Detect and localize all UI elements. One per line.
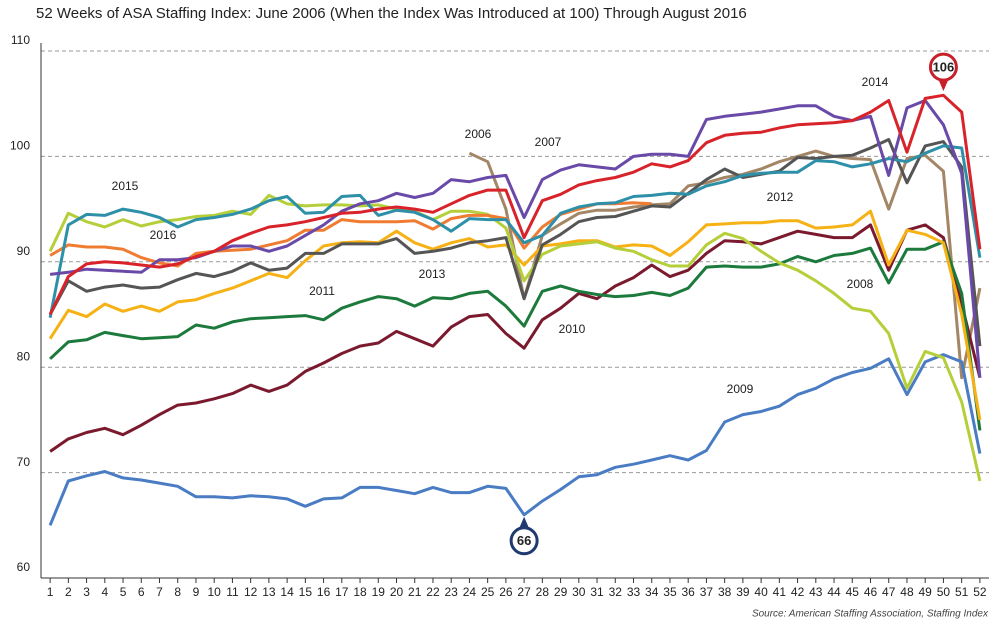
x-tick-label: 27 <box>517 585 531 599</box>
callout-circle <box>509 526 539 556</box>
x-tick-label: 46 <box>864 585 878 599</box>
x-tick-label: 44 <box>827 585 841 599</box>
series-label: 2016 <box>150 228 177 242</box>
x-tick-label: 12 <box>244 585 258 599</box>
y-tick-label: 70 <box>17 455 31 469</box>
x-tick-label: 38 <box>718 585 732 599</box>
series-label: 2014 <box>862 75 889 89</box>
x-tick-label: 37 <box>700 585 714 599</box>
x-tick-label: 36 <box>682 585 696 599</box>
x-tick-label: 6 <box>138 585 145 599</box>
x-tick-label: 34 <box>645 585 659 599</box>
x-tick-label: 10 <box>208 585 222 599</box>
callout-label: 66 <box>517 533 531 548</box>
series-line <box>49 201 652 268</box>
x-tick-label: 16 <box>317 585 331 599</box>
y-tick-label: 60 <box>17 560 31 574</box>
x-tick-label: 29 <box>554 585 568 599</box>
x-tick-label: 30 <box>572 585 586 599</box>
x-tick-label: 42 <box>791 585 805 599</box>
y-tick-label: 80 <box>17 349 31 363</box>
callout-circle <box>928 52 958 82</box>
x-tick-label: 8 <box>174 585 181 599</box>
series-line <box>49 223 982 453</box>
x-tick-label: 20 <box>390 585 404 599</box>
series-label: 2011 <box>309 284 335 298</box>
x-tick-label: 14 <box>280 585 294 599</box>
x-tick-label: 2 <box>65 585 72 599</box>
x-tick-label: 17 <box>335 585 349 599</box>
x-tick-label: 23 <box>445 585 459 599</box>
x-tick-label: 11 <box>226 585 239 599</box>
x-tick-label: 51 <box>955 585 969 599</box>
x-tick-label: 19 <box>372 585 386 599</box>
x-tick-label: 48 <box>900 585 914 599</box>
series-line <box>48 93 982 316</box>
x-tick-label: 9 <box>193 585 200 599</box>
series-label: 2013 <box>419 267 446 281</box>
y-tick-label: 110 <box>11 33 30 47</box>
x-tick-label: 15 <box>299 585 313 599</box>
x-tick-label: 49 <box>919 585 933 599</box>
x-tick-label: 40 <box>754 585 768 599</box>
x-tick-label: 28 <box>536 585 550 599</box>
y-tick-label: 90 <box>17 244 31 258</box>
series-line <box>48 193 982 482</box>
series-line <box>48 144 982 318</box>
chart-title: 52 Weeks of ASA Staffing Index: June 200… <box>36 5 747 22</box>
series-label: 2012 <box>767 190 794 204</box>
x-tick-label: 22 <box>426 585 440 599</box>
x-tick-label: 1 <box>47 585 54 599</box>
x-tick-label: 52 <box>973 585 987 599</box>
series-line <box>48 138 982 347</box>
x-tick-label: 3 <box>83 585 90 599</box>
series-line <box>49 240 982 431</box>
x-tick-label: 31 <box>590 585 604 599</box>
series-label: 2008 <box>847 277 874 291</box>
x-tick-label: 35 <box>663 585 677 599</box>
x-tick-label: 4 <box>101 585 108 599</box>
series-label: 2009 <box>727 382 754 396</box>
x-tick-label: 41 <box>773 585 787 599</box>
x-tick-label: 33 <box>627 585 641 599</box>
callout-label: 106 <box>933 60 955 75</box>
source-note: Source: American Staffing Association, S… <box>752 609 989 620</box>
x-tick-label: 47 <box>882 585 896 599</box>
x-tick-label: 24 <box>463 585 477 599</box>
series-line <box>468 149 982 380</box>
x-tick-label: 18 <box>353 585 367 599</box>
x-tick-label: 25 <box>481 585 495 599</box>
x-tick-label: 13 <box>262 585 276 599</box>
series-label: 2006 <box>465 127 492 141</box>
x-tick-label: 50 <box>937 585 951 599</box>
x-tick-label: 45 <box>846 585 860 599</box>
x-tick-label: 43 <box>809 585 823 599</box>
x-tick-label: 32 <box>609 585 623 599</box>
x-tick-label: 21 <box>408 585 422 599</box>
series-label: 2007 <box>535 135 562 149</box>
x-tick-label: 26 <box>499 585 513 599</box>
x-tick-label: 7 <box>156 585 163 599</box>
x-tick-label: 39 <box>736 585 750 599</box>
series-label: 2010 <box>559 322 586 336</box>
x-tick-label: 5 <box>120 585 127 599</box>
series-line <box>48 353 982 526</box>
series-label: 2015 <box>112 179 139 193</box>
y-tick-label: 100 <box>10 139 30 153</box>
